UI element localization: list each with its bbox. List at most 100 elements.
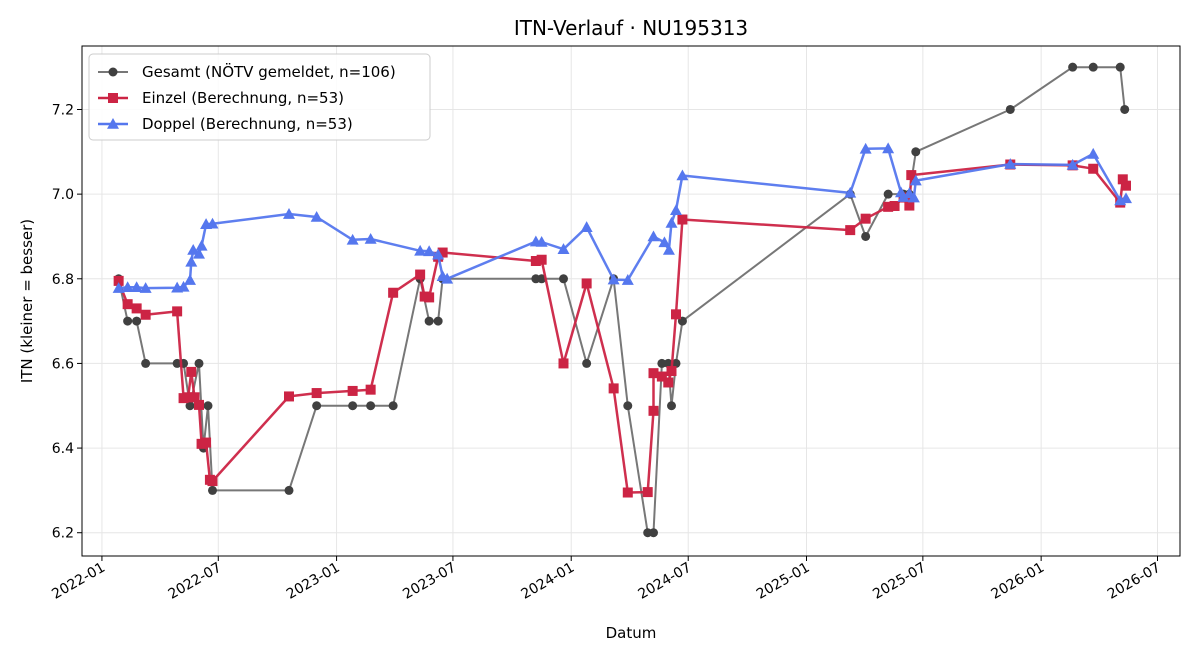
- data-point: [656, 371, 667, 382]
- data-point: [207, 476, 218, 487]
- data-point: [1120, 104, 1130, 114]
- data-point: [662, 244, 675, 255]
- data-point: [1088, 62, 1098, 72]
- data-point: [139, 282, 152, 293]
- data-point: [1121, 180, 1131, 191]
- data-point: [897, 191, 910, 202]
- data-point: [559, 274, 568, 284]
- data-point: [284, 391, 294, 402]
- y-tick-label: 6.2: [52, 526, 74, 542]
- data-point: [648, 368, 659, 379]
- data-point: [433, 316, 443, 326]
- data-point: [185, 401, 195, 411]
- data-point: [883, 201, 894, 212]
- data-point: [348, 401, 358, 411]
- data-point: [414, 244, 427, 256]
- data-point: [366, 401, 376, 411]
- data-point: [193, 247, 205, 259]
- data-point: [647, 230, 660, 242]
- plot-frame: [81, 45, 1181, 557]
- data-point: [658, 236, 671, 248]
- data-point: [424, 292, 435, 303]
- data-point: [859, 142, 872, 154]
- data-point: [415, 269, 426, 280]
- data-point: [1117, 174, 1128, 185]
- data-point: [663, 377, 674, 388]
- data-point: [580, 221, 593, 232]
- data-point: [558, 358, 569, 369]
- data-point: [666, 366, 677, 377]
- data-point: [364, 232, 377, 244]
- data-point: [194, 358, 204, 368]
- data-point: [671, 358, 681, 368]
- data-point: [201, 437, 212, 448]
- data-point: [185, 255, 198, 267]
- data-point: [676, 169, 689, 181]
- data-point: [1066, 158, 1079, 170]
- data-point: [667, 401, 676, 411]
- data-point: [177, 280, 190, 292]
- data-point: [648, 405, 659, 416]
- data-point: [1088, 163, 1099, 174]
- data-point: [1120, 192, 1132, 204]
- data-point: [904, 200, 915, 211]
- data-point: [194, 399, 204, 410]
- data-point: [1115, 62, 1125, 72]
- data-point: [657, 358, 667, 368]
- data-point: [347, 385, 358, 396]
- y-tick-label: 7.0: [52, 187, 74, 203]
- data-point: [882, 142, 895, 154]
- data-point: [1004, 158, 1017, 169]
- data-point: [132, 316, 142, 326]
- data-point: [208, 485, 217, 495]
- chart-title: ITN-Verlauf · NU195313: [514, 16, 748, 40]
- legend-marker: [107, 118, 119, 129]
- data-point: [184, 274, 196, 285]
- data-point: [911, 147, 921, 157]
- data-point: [671, 309, 681, 320]
- data-point: [123, 316, 133, 326]
- data-point: [1068, 62, 1078, 72]
- y-tick-label: 6.6: [52, 356, 74, 372]
- data-point: [388, 287, 399, 298]
- data-point: [623, 401, 633, 411]
- data-point: [437, 247, 448, 258]
- data-point: [861, 231, 871, 241]
- data-point: [621, 274, 634, 285]
- data-point: [423, 245, 436, 257]
- data-point: [203, 401, 213, 411]
- data-point: [131, 303, 142, 314]
- data-point: [907, 191, 920, 203]
- data-point: [536, 254, 547, 265]
- legend-marker: [108, 93, 118, 103]
- data-point: [906, 170, 917, 181]
- data-point: [1005, 104, 1015, 114]
- data-point: [883, 189, 893, 199]
- data-point: [670, 204, 682, 216]
- data-point: [622, 487, 633, 498]
- data-point: [140, 309, 151, 320]
- data-point: [183, 392, 194, 403]
- data-point: [432, 248, 445, 260]
- data-point: [310, 210, 323, 222]
- y-tick-label: 6.4: [52, 441, 74, 457]
- data-point: [122, 299, 133, 310]
- data-point: [141, 358, 151, 368]
- data-point: [121, 281, 134, 293]
- data-point: [909, 174, 922, 186]
- data-point: [844, 186, 857, 198]
- data-point: [424, 316, 434, 326]
- y-axis-label: ITN (kleiner = besser): [18, 219, 36, 383]
- data-point: [649, 528, 658, 538]
- legend-marker: [108, 67, 118, 77]
- data-point: [607, 273, 620, 285]
- data-point: [311, 388, 322, 399]
- data-point: [535, 235, 548, 247]
- data-point: [1087, 147, 1100, 159]
- x-axis-label: Datum: [606, 624, 657, 642]
- data-point: [388, 401, 398, 411]
- data-point: [530, 256, 541, 267]
- data-point: [195, 239, 208, 251]
- data-point: [889, 200, 900, 211]
